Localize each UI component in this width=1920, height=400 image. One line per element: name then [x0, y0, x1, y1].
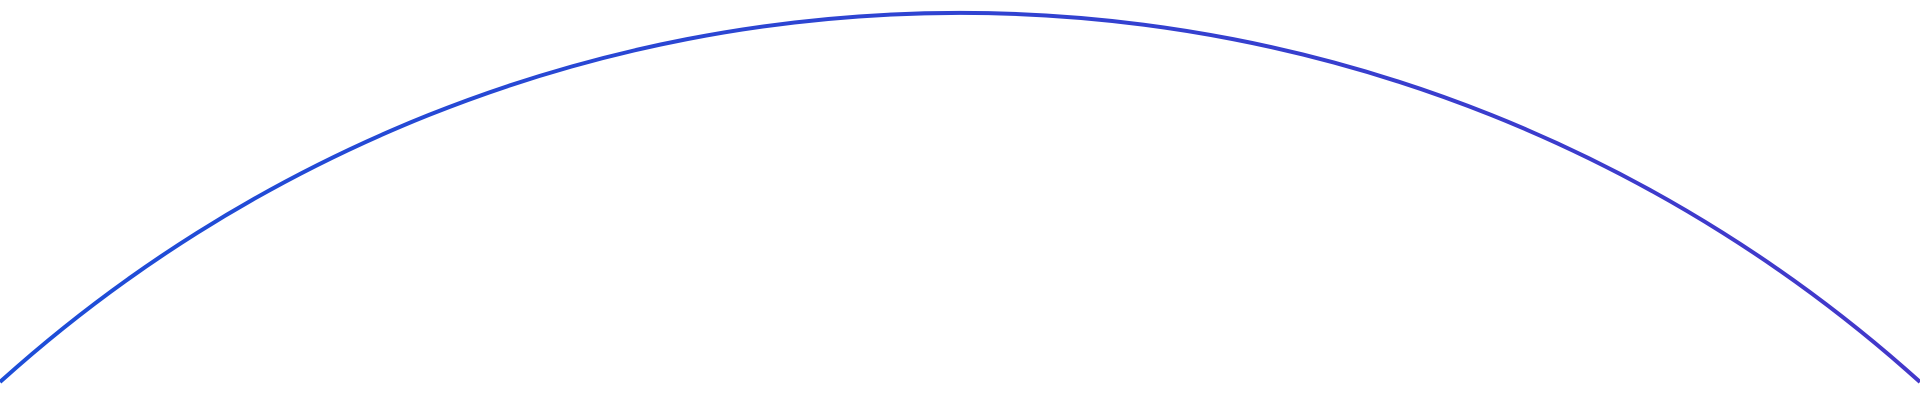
decorative-arc: [0, 10, 1920, 384]
